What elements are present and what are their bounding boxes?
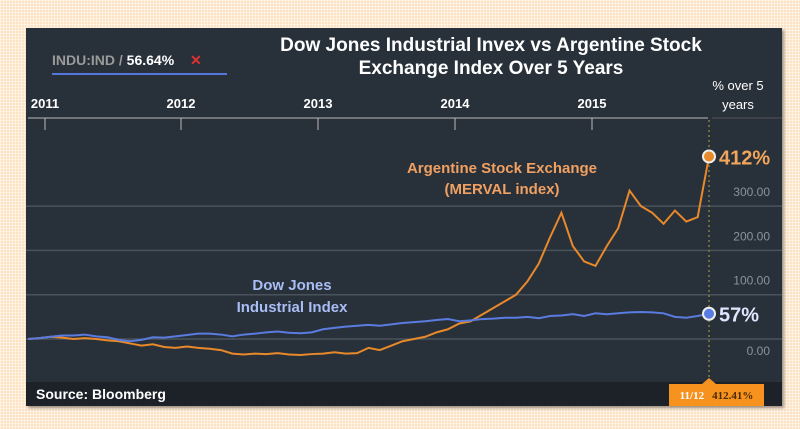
series-annotation: Argentine Stock Exchange [407,160,597,177]
x-tick-label: 2012 [167,96,196,111]
close-icon[interactable]: ✕ [190,52,202,68]
chart-title: Dow Jones Industrial Invex vs Argentine … [280,35,702,79]
legend-ticker: INDU:IND / [52,52,123,68]
y-tick-label: 100.00 [733,274,770,288]
series-annotation: Industrial Index [237,299,349,316]
right-header: % over 5 years [712,78,764,112]
hover-tooltip: 11/12 412.41% [669,378,764,406]
series-annotation: (MERVAL index) [444,181,559,198]
end-label-0: 412% [719,147,770,169]
legend-value: 56.64% [126,52,175,68]
end-point-1 [702,306,716,321]
series-line-0 [27,156,710,356]
legend-chip[interactable]: INDU:IND / 56.64% ✕ [52,52,227,75]
chart-plot: 2011 2012 2013 2014 2015 300.00 200.00 100.00 0.… [26,96,782,378]
y-tick-label: 0.00 [747,344,771,358]
end-point-0 [702,149,716,164]
x-tick-label: 2013 [304,96,333,111]
chart-frame: 2011 2012 2013 2014 2015 300.00 200.00 100.00 0.… [26,28,782,406]
series-annotation: Dow Jones [252,277,331,294]
x-tick-label: 2011 [31,96,59,111]
x-tick-label: 2014 [441,96,471,111]
tooltip-value: 412.41% [712,390,754,402]
x-tick-label: 2015 [578,96,607,111]
end-label-1: 57% [719,305,759,327]
source-label: Source: Bloomberg [26,382,782,406]
y-tick-label: 200.00 [733,229,770,243]
y-tick-label: 300.00 [733,185,770,199]
series-line-1 [27,310,710,343]
tooltip-date: 11/12 [679,390,705,402]
